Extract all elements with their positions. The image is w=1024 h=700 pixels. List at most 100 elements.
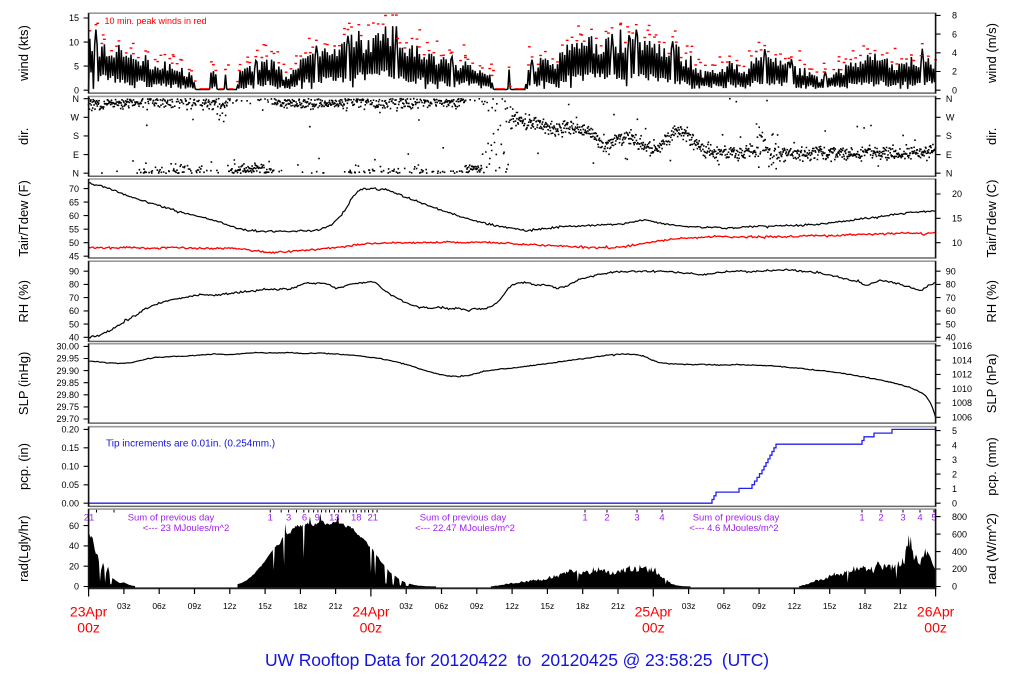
svg-text:0: 0 [952, 582, 957, 592]
svg-text:12z: 12z [788, 601, 802, 611]
svg-text:E: E [73, 150, 79, 160]
svg-text:29.95: 29.95 [56, 354, 79, 364]
svg-text:1: 1 [582, 513, 587, 524]
svg-text:wind (kts): wind (kts) [16, 25, 31, 82]
svg-text:21z: 21z [893, 601, 907, 611]
svg-text:4: 4 [659, 513, 664, 524]
svg-text:40: 40 [69, 333, 79, 343]
svg-text:18: 18 [351, 513, 362, 524]
svg-text:15z: 15z [541, 601, 555, 611]
svg-text:21z: 21z [611, 601, 625, 611]
svg-text:N: N [946, 94, 953, 104]
svg-text:80: 80 [946, 280, 956, 290]
svg-text:26Apr: 26Apr [917, 604, 955, 620]
svg-text:W: W [71, 113, 80, 123]
svg-text:29.85: 29.85 [56, 378, 79, 388]
svg-text:60: 60 [69, 521, 79, 531]
svg-text:21z: 21z [329, 601, 343, 611]
svg-text:wind (m/s): wind (m/s) [984, 23, 999, 84]
svg-text:N: N [946, 168, 953, 178]
svg-text:0.20: 0.20 [61, 425, 79, 435]
svg-text:40: 40 [69, 541, 79, 551]
svg-text:29.90: 29.90 [56, 366, 79, 376]
svg-text:0: 0 [74, 582, 79, 592]
svg-text:6: 6 [952, 29, 957, 39]
svg-text:Tair/Tdew (F): Tair/Tdew (F) [16, 180, 31, 257]
svg-text:4: 4 [917, 513, 922, 524]
svg-text:5: 5 [931, 513, 936, 524]
svg-text:600: 600 [952, 529, 967, 539]
svg-text:70: 70 [69, 184, 79, 194]
svg-text:06z: 06z [435, 601, 449, 611]
svg-text:60: 60 [69, 211, 79, 221]
svg-text:SLP (hPa): SLP (hPa) [984, 354, 999, 414]
svg-text:S: S [946, 131, 952, 141]
svg-text:30.00: 30.00 [56, 342, 79, 352]
svg-text:9: 9 [315, 513, 320, 524]
svg-text:13: 13 [329, 513, 340, 524]
svg-text:0.15: 0.15 [61, 443, 79, 453]
svg-text:09z: 09z [470, 601, 484, 611]
svg-text:50: 50 [946, 319, 956, 329]
svg-text:45: 45 [69, 251, 79, 261]
svg-text:0: 0 [74, 85, 79, 95]
svg-text:18z: 18z [576, 601, 590, 611]
svg-text:55: 55 [69, 224, 79, 234]
svg-text:1: 1 [952, 484, 957, 494]
svg-text:80: 80 [69, 280, 79, 290]
svg-text:12z: 12z [223, 601, 237, 611]
svg-text:6: 6 [302, 513, 307, 524]
svg-text:400: 400 [952, 547, 967, 557]
svg-text:29.80: 29.80 [56, 390, 79, 400]
svg-text:1: 1 [268, 513, 273, 524]
svg-text:dir.: dir. [16, 128, 31, 145]
svg-text:90: 90 [946, 266, 956, 276]
svg-text:SLP (inHg): SLP (inHg) [16, 352, 31, 415]
svg-text:N: N [73, 94, 80, 104]
svg-text:0.10: 0.10 [61, 462, 79, 472]
svg-text:rad (W/m^2): rad (W/m^2) [984, 513, 999, 584]
svg-text:<--- 4.6 MJoules/m^2: <--- 4.6 MJoules/m^2 [689, 523, 778, 534]
svg-text:4: 4 [952, 48, 957, 58]
svg-text:06z: 06z [152, 601, 166, 611]
svg-text:2: 2 [604, 513, 609, 524]
svg-text:0.00: 0.00 [61, 498, 79, 508]
svg-text:24Apr: 24Apr [352, 604, 390, 620]
svg-text:29.75: 29.75 [56, 402, 79, 412]
svg-text:23Apr: 23Apr [70, 604, 108, 620]
svg-text:Tip increments are 0.01in. (0.: Tip increments are 0.01in. (0.254mm.) [106, 439, 275, 450]
svg-text:2: 2 [952, 469, 957, 479]
svg-text:1006: 1006 [952, 413, 972, 423]
svg-text:S: S [73, 131, 79, 141]
svg-text:5: 5 [74, 61, 79, 71]
svg-text:Sum of previous day: Sum of previous day [128, 513, 215, 524]
svg-text:RH (%): RH (%) [984, 280, 999, 323]
svg-text:29.70: 29.70 [56, 414, 79, 424]
svg-text:E: E [946, 150, 952, 160]
svg-text:50: 50 [69, 319, 79, 329]
svg-text:<--- 22.47 MJoules/m^2: <--- 22.47 MJoules/m^2 [415, 523, 515, 534]
svg-text:3: 3 [952, 455, 957, 465]
svg-text:2: 2 [878, 513, 883, 524]
svg-text:09z: 09z [752, 601, 766, 611]
svg-text:pcp. (mm): pcp. (mm) [984, 437, 999, 496]
svg-text:UW Rooftop Data for 20120422: UW Rooftop Data for 20120422 to 20120425… [265, 650, 769, 670]
svg-text:1: 1 [859, 513, 864, 524]
svg-text:15z: 15z [258, 601, 272, 611]
svg-text:70: 70 [69, 293, 79, 303]
svg-text:60: 60 [69, 306, 79, 316]
svg-text:18z: 18z [294, 601, 308, 611]
svg-text:5: 5 [952, 426, 957, 436]
svg-text:25Apr: 25Apr [635, 604, 673, 620]
svg-text:65: 65 [69, 197, 79, 207]
svg-text:00z: 00z [360, 620, 383, 636]
svg-text:1016: 1016 [952, 341, 972, 351]
svg-text:0.05: 0.05 [61, 480, 79, 490]
svg-text:<--- 23 MJoules/m^2: <--- 23 MJoules/m^2 [143, 523, 230, 534]
svg-text:15z: 15z [823, 601, 837, 611]
svg-text:40: 40 [946, 333, 956, 343]
svg-text:09z: 09z [188, 601, 202, 611]
svg-text:06z: 06z [717, 601, 731, 611]
svg-text:60: 60 [946, 306, 956, 316]
svg-text:20: 20 [952, 189, 962, 199]
